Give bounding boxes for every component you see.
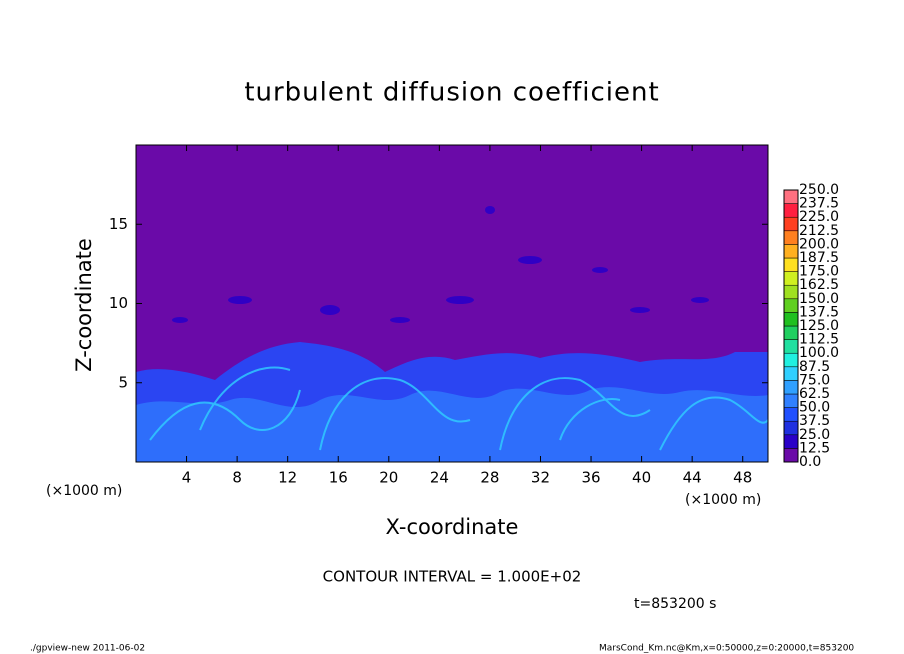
colorbar-label: 137.5 xyxy=(799,304,839,320)
colorbar-label: 0.0 xyxy=(799,454,821,470)
colorbar-label: 200.0 xyxy=(799,236,839,252)
colorbar-label: 225.0 xyxy=(799,209,839,225)
y-tick-label: 10 xyxy=(109,294,128,312)
colorbar-band xyxy=(783,271,799,286)
colorbar-label: 150.0 xyxy=(799,291,839,307)
colorbar-band xyxy=(783,448,799,463)
colorbar-band xyxy=(783,230,799,245)
colorbar-label: 112.5 xyxy=(799,332,839,348)
colorbar-label: 87.5 xyxy=(799,359,830,375)
x-tick-label: 12 xyxy=(278,469,297,487)
colorbar-band xyxy=(783,366,799,381)
colorbar-band xyxy=(783,393,799,408)
x-tick-label: 48 xyxy=(733,469,752,487)
colorbar-label: 175.0 xyxy=(799,264,839,280)
colorbar-band xyxy=(783,257,799,272)
colorbar-label: 62.5 xyxy=(799,386,830,402)
colorbar-frame xyxy=(783,189,799,463)
colorbar-band xyxy=(783,339,799,354)
colorbar-label: 100.0 xyxy=(799,345,839,361)
colorbar-band xyxy=(783,407,799,422)
footer-left: ./gpview-new 2011-06-02 xyxy=(30,644,145,654)
colorbar-band xyxy=(783,380,799,395)
x-tick-label: 40 xyxy=(632,469,651,487)
x-axis-label: X-coordinate xyxy=(386,515,519,539)
colorbar-label: 162.5 xyxy=(799,277,839,293)
colorbar-band xyxy=(783,434,799,449)
colorbar-band xyxy=(783,216,799,232)
colorbar-label: 187.5 xyxy=(799,250,839,266)
x-tick-label: 28 xyxy=(480,469,499,487)
colorbar-label: 125.0 xyxy=(799,318,839,334)
colorbar-band xyxy=(783,298,799,313)
colorbar-label: 25.0 xyxy=(799,427,830,443)
colorbar-band xyxy=(783,420,799,436)
x-tick-label: 24 xyxy=(430,469,449,487)
colorbar-label: 237.5 xyxy=(799,196,839,212)
field-turbulence xyxy=(136,206,768,462)
colorbar-label: 75.0 xyxy=(799,372,830,388)
y-tick-label: 5 xyxy=(118,373,128,391)
x-tick-label: 8 xyxy=(232,469,242,487)
x-unit-left: (×1000 m) xyxy=(46,483,122,499)
chart-title: turbulent diffusion coefficient xyxy=(244,78,659,108)
colorbar-label: 212.5 xyxy=(799,223,839,239)
colorbar-label: 250.0 xyxy=(799,182,839,198)
colorbar-band xyxy=(783,203,799,218)
x-unit-right: (×1000 m) xyxy=(685,492,761,508)
footer-right: MarsCond_Km.nc@Km,x=0:50000,z=0:20000,t=… xyxy=(599,644,854,654)
colorbar-band xyxy=(783,284,799,300)
colorbar-band xyxy=(783,312,799,327)
x-tick-label: 32 xyxy=(531,469,550,487)
x-tick-label: 16 xyxy=(329,469,348,487)
colorbar-band xyxy=(783,352,799,368)
colorbar-label: 50.0 xyxy=(799,400,830,416)
contour-interval: CONTOUR INTERVAL = 1.000E+02 xyxy=(323,568,582,586)
x-tick-label: 44 xyxy=(683,469,702,487)
x-tick-label: 4 xyxy=(182,469,192,487)
colorbar-band xyxy=(783,244,799,259)
colorbar-label: 12.5 xyxy=(799,440,830,456)
colorbar-band xyxy=(783,325,799,340)
time-label: t=853200 s xyxy=(634,596,716,612)
x-tick-label: 36 xyxy=(581,469,600,487)
colorbar-label: 37.5 xyxy=(799,413,830,429)
y-tick-label: 15 xyxy=(109,215,128,233)
x-tick-label: 20 xyxy=(379,469,398,487)
colorbar-band xyxy=(783,189,799,204)
y-axis-label: Z-coordinate xyxy=(72,238,96,372)
